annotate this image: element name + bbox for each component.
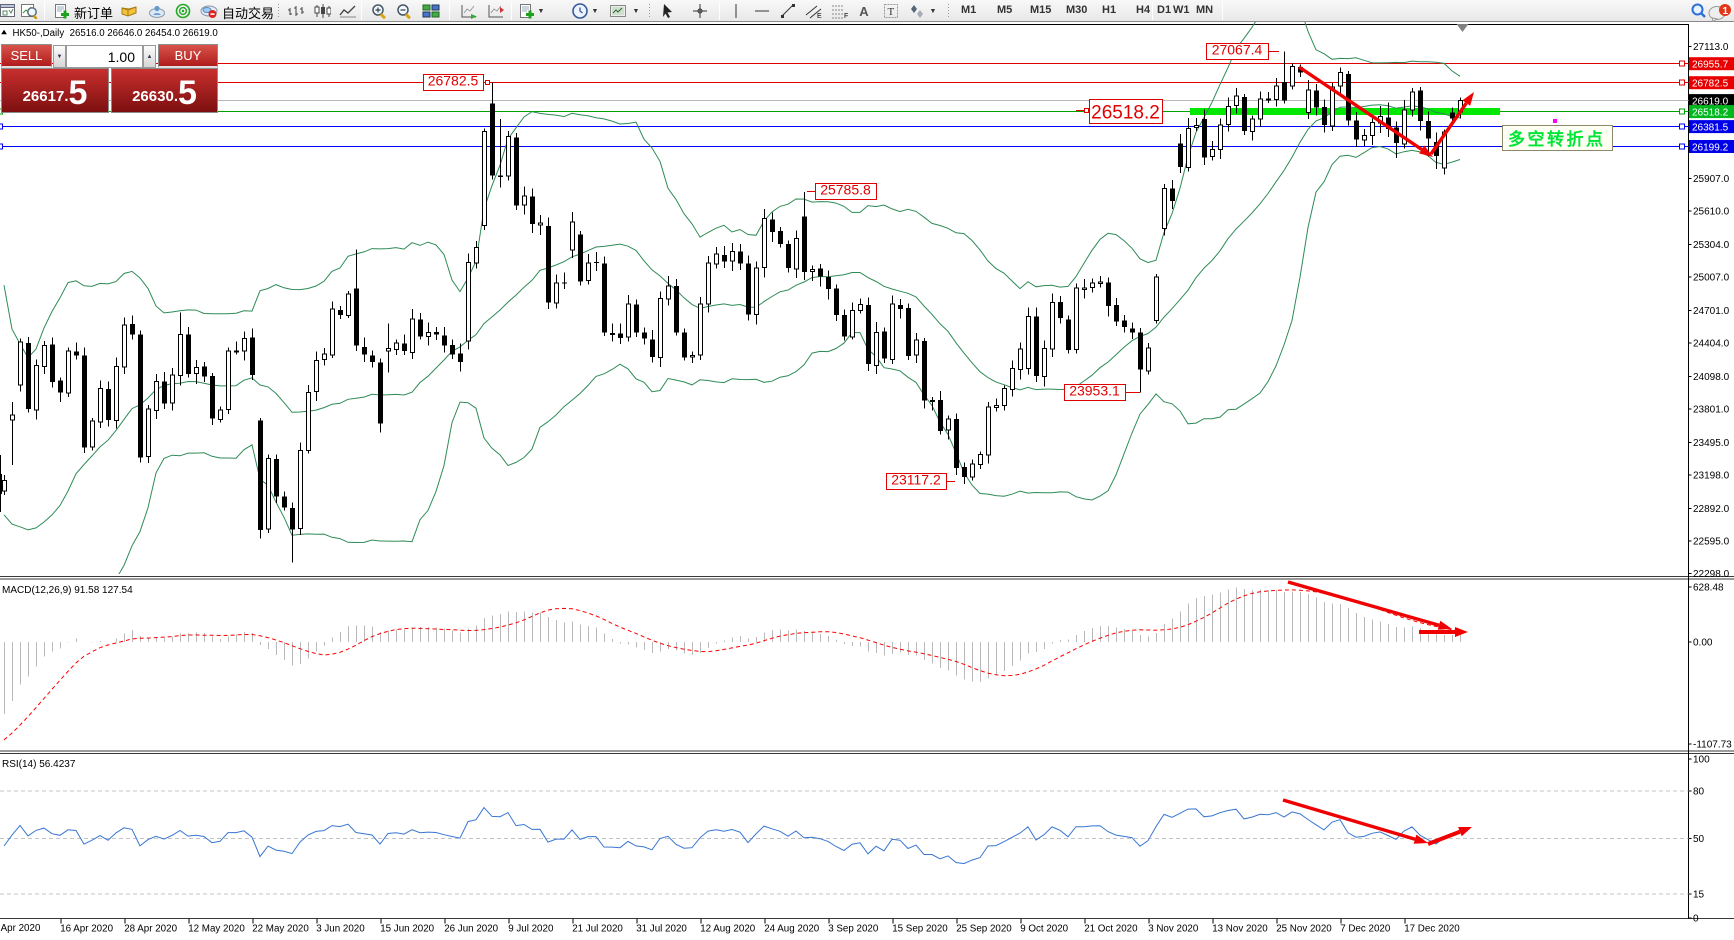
- svg-text:628.48: 628.48: [1693, 583, 1724, 594]
- svg-text:26518.2: 26518.2: [1091, 103, 1160, 124]
- svg-text:-1107.73: -1107.73: [1693, 740, 1732, 751]
- svg-text:31 Jul 2020: 31 Jul 2020: [636, 924, 687, 935]
- svg-text:25 Sep 2020: 25 Sep 2020: [956, 924, 1012, 935]
- svg-text:27113.0: 27113.0: [1693, 42, 1729, 53]
- svg-text:RSI(14) 56.4237: RSI(14) 56.4237: [2, 759, 76, 770]
- svg-text:80: 80: [1693, 786, 1705, 797]
- svg-text:15 Sep 2020: 15 Sep 2020: [892, 924, 948, 935]
- svg-text:HK50-,Daily 26516.0 26646.0 2: HK50-,Daily 26516.0 26646.0 26454.0 2661…: [13, 28, 219, 39]
- svg-text:23953.1: 23953.1: [1069, 383, 1120, 399]
- svg-text:25785.8: 25785.8: [820, 182, 871, 198]
- svg-text:26199.2: 26199.2: [1692, 142, 1729, 153]
- svg-text:15 Jun 2020: 15 Jun 2020: [380, 924, 434, 935]
- svg-text:26782.5: 26782.5: [428, 73, 479, 89]
- svg-text:23198.0: 23198.0: [1693, 471, 1730, 482]
- svg-text:25610.0: 25610.0: [1693, 207, 1730, 218]
- svg-text:3 Sep 2020: 3 Sep 2020: [828, 924, 879, 935]
- svg-text:F: F: [844, 13, 848, 19]
- svg-text:50: 50: [1693, 834, 1705, 845]
- svg-text:3 Jun 2020: 3 Jun 2020: [316, 924, 365, 935]
- svg-text:24701.0: 24701.0: [1693, 306, 1730, 317]
- svg-text:21 Oct 2020: 21 Oct 2020: [1084, 924, 1138, 935]
- svg-text:22595.0: 22595.0: [1693, 537, 1730, 548]
- svg-text:0: 0: [1693, 914, 1699, 925]
- svg-text:17 Dec 2020: 17 Dec 2020: [1404, 924, 1460, 935]
- svg-text:7 Dec 2020: 7 Dec 2020: [1340, 924, 1391, 935]
- svg-text:MACD(12,26,9) 91.58 127.54: MACD(12,26,9) 91.58 127.54: [2, 585, 133, 596]
- svg-text:0.00: 0.00: [1693, 638, 1713, 649]
- svg-text:24404.0: 24404.0: [1693, 339, 1730, 350]
- svg-text:21 Jul 2020: 21 Jul 2020: [572, 924, 623, 935]
- svg-text:12 May 2020: 12 May 2020: [188, 924, 245, 935]
- svg-text:25 Nov 2020: 25 Nov 2020: [1276, 924, 1332, 935]
- svg-text:26782.5: 26782.5: [1692, 79, 1729, 90]
- svg-text:25304.0: 25304.0: [1693, 240, 1730, 251]
- svg-text:9 Oct 2020: 9 Oct 2020: [1020, 924, 1068, 935]
- svg-text:22298.0: 22298.0: [1693, 569, 1730, 580]
- svg-text:25007.0: 25007.0: [1693, 273, 1730, 284]
- svg-text:100: 100: [1693, 755, 1710, 766]
- svg-text:15: 15: [1693, 890, 1705, 901]
- svg-text:22 May 2020: 22 May 2020: [252, 924, 309, 935]
- svg-text:24098.0: 24098.0: [1693, 372, 1730, 383]
- svg-text:1: 1: [1723, 6, 1729, 17]
- svg-text:多空转折点: 多空转折点: [1508, 129, 1606, 149]
- svg-text:28 Apr 2020: 28 Apr 2020: [124, 924, 177, 935]
- svg-text:26619.0: 26619.0: [1692, 96, 1729, 107]
- svg-text:16 Apr 2020: 16 Apr 2020: [60, 924, 113, 935]
- svg-text:13 Nov 2020: 13 Nov 2020: [1212, 924, 1268, 935]
- svg-text:25907.0: 25907.0: [1693, 174, 1730, 185]
- svg-text:23117.2: 23117.2: [891, 472, 941, 488]
- svg-text:23495.0: 23495.0: [1693, 438, 1730, 449]
- svg-text:12 Aug 2020: 12 Aug 2020: [700, 924, 756, 935]
- svg-text:3 Nov 2020: 3 Nov 2020: [1148, 924, 1199, 935]
- svg-text:2 Apr 2020: 2 Apr 2020: [0, 923, 41, 934]
- svg-text:26 Jun 2020: 26 Jun 2020: [444, 924, 498, 935]
- svg-text:T: T: [888, 6, 895, 18]
- svg-text:26381.5: 26381.5: [1692, 122, 1729, 133]
- svg-text:E: E: [817, 13, 822, 19]
- svg-text:23801.0: 23801.0: [1693, 405, 1730, 416]
- svg-text:27067.4: 27067.4: [1212, 42, 1263, 58]
- svg-text:22892.0: 22892.0: [1693, 504, 1730, 515]
- svg-text:26955.7: 26955.7: [1692, 60, 1729, 71]
- svg-text:26518.2: 26518.2: [1692, 107, 1729, 118]
- svg-text:9 Jul 2020: 9 Jul 2020: [508, 924, 554, 935]
- svg-text:24 Aug 2020: 24 Aug 2020: [764, 924, 820, 935]
